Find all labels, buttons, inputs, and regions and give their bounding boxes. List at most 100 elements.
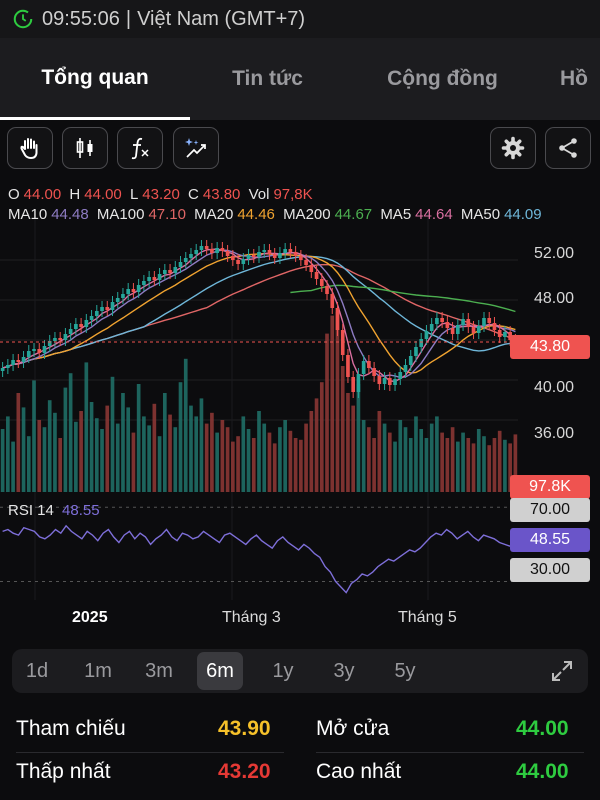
expand-icon[interactable] bbox=[550, 659, 574, 683]
range-5y[interactable]: 5y bbox=[394, 659, 416, 682]
candle-body bbox=[105, 307, 110, 310]
volume-bar bbox=[0, 429, 5, 492]
clock-icon bbox=[13, 9, 33, 29]
candle-body bbox=[382, 378, 387, 384]
tab-news[interactable]: Tin tức bbox=[232, 67, 303, 90]
volume-bar bbox=[288, 430, 293, 492]
candle-body bbox=[42, 346, 47, 353]
tab-overview[interactable]: Tổng quan bbox=[0, 38, 190, 120]
low-label: L bbox=[129, 186, 139, 203]
tab-more[interactable]: Hồ bbox=[560, 67, 588, 90]
candle-body bbox=[100, 307, 104, 311]
candle-body bbox=[189, 254, 193, 258]
volume-bar bbox=[58, 438, 63, 492]
candle-body bbox=[419, 339, 424, 347]
candle-body bbox=[414, 347, 418, 356]
chart-settings-button[interactable] bbox=[490, 127, 536, 169]
candle-body bbox=[74, 324, 78, 329]
range-1d[interactable]: 1d bbox=[25, 659, 49, 682]
candle-body bbox=[236, 260, 240, 264]
volume-bar bbox=[497, 430, 502, 492]
candle-body bbox=[335, 308, 340, 330]
price-tick: 36.00 bbox=[534, 425, 575, 442]
volume-bar bbox=[508, 443, 512, 492]
volume-bar bbox=[319, 382, 324, 492]
range-6m[interactable]: 6m bbox=[197, 652, 243, 690]
volume-bar bbox=[105, 405, 110, 492]
volume-bar bbox=[162, 393, 167, 492]
candle-body bbox=[94, 311, 99, 316]
volume-bar bbox=[63, 387, 68, 492]
volume-bar bbox=[121, 393, 125, 492]
candle-body bbox=[225, 251, 230, 256]
ma100-line bbox=[2, 263, 516, 369]
volume-bar bbox=[272, 443, 277, 492]
chart-canvas[interactable] bbox=[0, 180, 600, 600]
rsi-lower-tag: 30.00 bbox=[510, 558, 590, 582]
ma50-value: 44.09 bbox=[504, 206, 542, 223]
range-1y[interactable]: 1y bbox=[272, 659, 294, 682]
volume-bar bbox=[74, 421, 78, 492]
drawing-tool-button[interactable] bbox=[173, 127, 219, 169]
volume-bar bbox=[231, 441, 235, 492]
candle-body bbox=[461, 319, 465, 325]
volume-bar bbox=[466, 438, 471, 492]
high-label: H bbox=[69, 186, 81, 203]
volume-bar bbox=[136, 384, 141, 492]
volume-bar bbox=[168, 414, 172, 492]
ohlc-legend: O 44.00 H 44.00 L 43.20 C 43.80 Vol 97,8K bbox=[8, 186, 317, 203]
volume-bar bbox=[16, 393, 21, 492]
price-stats: Tham chiếu 43.90 Mở cửa 44.00 Thấp nhất … bbox=[0, 700, 600, 800]
candle-body bbox=[68, 329, 73, 334]
tab-community[interactable]: Cộng đồng bbox=[387, 67, 498, 90]
price-chart[interactable]: O 44.00 H 44.00 L 43.20 C 43.80 Vol 97,8K MA1… bbox=[0, 180, 600, 600]
candle-body bbox=[115, 298, 120, 302]
candle-body bbox=[466, 319, 471, 327]
share-button[interactable] bbox=[545, 127, 591, 169]
volume-bar bbox=[372, 438, 376, 492]
current-price-tag: 43.80 bbox=[510, 335, 590, 359]
volume-bar bbox=[492, 438, 497, 492]
volume-bar bbox=[225, 427, 230, 492]
volume-bar bbox=[210, 412, 214, 492]
volume-bar bbox=[387, 432, 392, 492]
range-3m[interactable]: 3m bbox=[145, 659, 173, 682]
ma5-line bbox=[2, 248, 516, 383]
indicator-button[interactable] bbox=[117, 127, 163, 169]
volume-bar bbox=[382, 423, 387, 492]
hand-tool-button[interactable] bbox=[7, 127, 53, 169]
candle-body bbox=[241, 259, 246, 264]
candle-body bbox=[351, 377, 356, 392]
candle-body bbox=[220, 248, 225, 251]
ma200-value: 44.67 bbox=[334, 206, 373, 223]
volume-bar bbox=[304, 423, 308, 492]
volume-bar bbox=[178, 382, 183, 492]
volume-bar bbox=[278, 427, 282, 492]
close-label: C bbox=[188, 186, 199, 203]
volume-bar bbox=[450, 427, 455, 492]
candle-body bbox=[16, 360, 21, 362]
candle-body bbox=[178, 262, 183, 267]
low-stat-label: Thấp nhất bbox=[16, 760, 111, 783]
volume-bar bbox=[94, 418, 99, 492]
volume-bar bbox=[257, 411, 261, 492]
candle-body bbox=[204, 246, 209, 249]
candle-body bbox=[471, 327, 476, 333]
candle-body bbox=[497, 330, 502, 337]
candlestick-type-button[interactable] bbox=[62, 127, 108, 169]
range-1m[interactable]: 1m bbox=[84, 659, 112, 682]
x-label-march: Tháng 3 bbox=[222, 609, 281, 626]
candle-body bbox=[267, 250, 272, 254]
candle-body bbox=[367, 361, 371, 368]
volume-bar bbox=[476, 429, 481, 492]
volume-bar bbox=[398, 420, 403, 492]
drawing-sparkle-icon bbox=[185, 138, 206, 158]
volume-label: Vol bbox=[248, 186, 270, 203]
candle-body bbox=[210, 249, 214, 253]
high-value: 44.00 bbox=[84, 186, 122, 203]
volume-bar bbox=[26, 436, 31, 492]
chart-toolbar bbox=[0, 120, 600, 180]
candle-body bbox=[424, 331, 429, 339]
ma10-value: 44.48 bbox=[51, 206, 89, 223]
range-3y[interactable]: 3y bbox=[333, 659, 355, 682]
